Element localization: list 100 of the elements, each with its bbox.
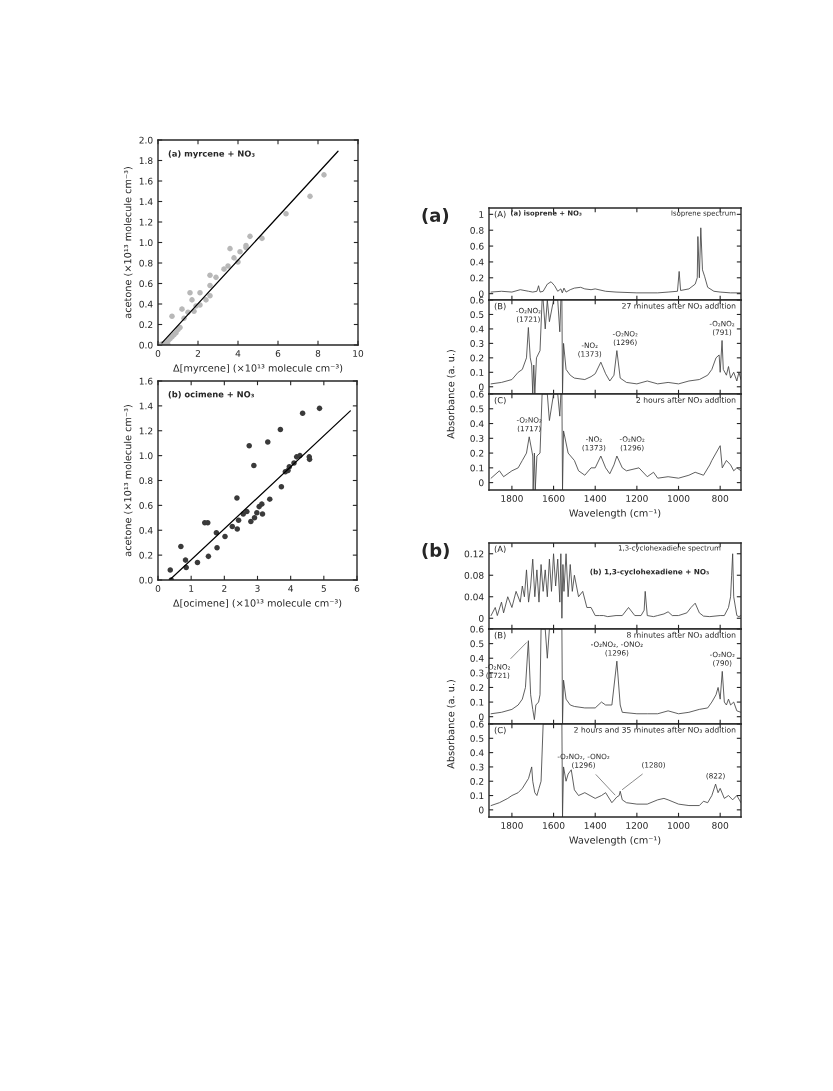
- y-tick-label: 0.5: [470, 735, 484, 742]
- y-axis-title: Absorbance (a. u.): [446, 680, 456, 769]
- y-tick-label: 0: [478, 614, 484, 622]
- y-tick-label: 0.0: [139, 576, 153, 584]
- y-tick-label: 0.2: [470, 449, 484, 457]
- x-tick-label: 1400: [584, 495, 607, 502]
- x-tick-label: 800: [712, 495, 729, 502]
- y-tick-label: 0.3: [470, 435, 484, 442]
- x-axis-title: Δ[myrcene] (×10¹³ molecule cm⁻³): [173, 364, 343, 374]
- x-tick-label: 6: [354, 585, 360, 592]
- text: (a) myrcene + NO₃: [168, 150, 255, 159]
- text: (a): [422, 208, 449, 225]
- x-tick-label: 0: [155, 350, 161, 357]
- y-tick-label: 1.0: [139, 239, 153, 247]
- x-axis-title: Δ[ocimene] (×10¹³ molecule cm⁻³): [173, 599, 342, 608]
- y-tick-label: 0: [478, 713, 484, 721]
- y-tick-label: 1.4: [139, 402, 153, 410]
- annotation: (A): [494, 545, 506, 554]
- y-tick-label: 1.2: [139, 218, 153, 226]
- x-tick-label: 1000: [668, 822, 690, 829]
- y-tick-label: 0: [478, 290, 484, 298]
- x-axis-title: Wavelength (cm⁻¹): [569, 509, 661, 519]
- y-axis-title: Absorbance (a. u.): [446, 350, 456, 439]
- y-tick-label: 0.4: [470, 325, 484, 333]
- y-axis-title: acetone (×10¹³ molecule cm⁻³): [123, 167, 133, 319]
- y-tick-label: 1: [479, 211, 484, 218]
- y-tick-label: 0.5: [470, 311, 484, 319]
- text: (b) ocimene + NO₃: [168, 390, 254, 399]
- annotation: (B): [494, 302, 506, 311]
- y-tick-label: 0.4: [139, 300, 153, 308]
- x-tick-label: 1200: [626, 495, 648, 502]
- y-tick-label: 0.6: [470, 720, 484, 728]
- y-axis-title: acetone (×10¹³ molecule cm⁻³): [123, 405, 133, 557]
- x-tick-label: 6: [275, 350, 281, 357]
- y-tick-label: 0.8: [139, 477, 153, 485]
- x-tick-label: 2: [195, 350, 200, 357]
- y-tick-label: 0.4: [470, 258, 484, 266]
- x-tick-label: 1400: [584, 822, 607, 829]
- x-tick-label: 4: [288, 585, 294, 592]
- x-tick-label: 1200: [626, 822, 648, 829]
- x-tick-label: 3: [255, 585, 260, 592]
- y-tick-label: 0.12: [464, 550, 484, 558]
- x-tick-label: 0: [155, 585, 161, 592]
- y-tick-label: 0.4: [470, 749, 484, 757]
- y-tick-label: 0.2: [470, 354, 484, 362]
- y-tick-label: 0: [478, 479, 484, 487]
- y-tick-label: 0.3: [470, 763, 484, 771]
- y-tick-label: 0.1: [470, 792, 484, 800]
- y-tick-label: 1.6: [139, 377, 153, 385]
- y-tick-label: 0.6: [470, 390, 484, 398]
- y-tick-label: 0.0: [139, 341, 153, 349]
- y-tick-label: 0.5: [470, 405, 484, 413]
- y-tick-label: 0.6: [470, 242, 484, 250]
- x-tick-label: 1800: [501, 822, 523, 829]
- annotation: (B): [494, 631, 506, 640]
- x-tick-label: 1600: [543, 822, 565, 829]
- x-tick-label: 5: [321, 585, 326, 592]
- y-tick-label: 0.8: [470, 226, 484, 234]
- y-tick-label: 0.4: [470, 654, 484, 662]
- y-tick-label: 2.0: [139, 136, 153, 144]
- annotation: (C): [494, 726, 506, 735]
- y-tick-label: 0.3: [470, 669, 484, 677]
- x-tick-label: 2: [222, 585, 227, 592]
- y-tick-label: 0.4: [139, 526, 153, 534]
- y-tick-label: 0.04: [464, 593, 484, 601]
- y-tick-label: 0.6: [139, 280, 153, 288]
- y-tick-label: 0.08: [464, 571, 484, 579]
- x-tick-label: 1000: [668, 495, 690, 502]
- x-axis-title: Wavelength (cm⁻¹): [569, 836, 661, 846]
- y-tick-label: 0.4: [470, 420, 484, 428]
- y-tick-label: 0.5: [470, 640, 484, 648]
- y-tick-label: 0.2: [470, 274, 484, 282]
- y-tick-label: 1.0: [139, 452, 153, 460]
- x-tick-label: 8: [315, 350, 321, 357]
- x-tick-label: 1: [189, 585, 194, 592]
- y-tick-label: 0.6: [470, 296, 484, 304]
- y-tick-label: 1.6: [139, 177, 153, 185]
- annotation: (C): [494, 396, 506, 405]
- text: (b): [422, 543, 449, 560]
- y-tick-label: 0.6: [470, 625, 484, 633]
- y-tick-label: 0.2: [139, 321, 153, 329]
- y-tick-label: 0: [478, 383, 484, 391]
- y-tick-label: 1.2: [139, 427, 153, 435]
- y-tick-label: 0.1: [470, 698, 484, 706]
- y-tick-label: 0.3: [470, 340, 484, 347]
- y-tick-label: 0: [478, 806, 484, 814]
- y-tick-label: 0.2: [470, 777, 484, 785]
- y-tick-label: 0.1: [470, 369, 484, 376]
- y-tick-label: 0.6: [139, 502, 153, 509]
- x-tick-label: 1600: [543, 495, 565, 502]
- annotation: (A): [494, 210, 506, 219]
- y-tick-label: 0.2: [470, 684, 484, 692]
- x-tick-label: 1800: [501, 495, 523, 502]
- x-tick-label: 10: [353, 350, 364, 357]
- x-tick-label: 800: [712, 822, 729, 829]
- x-tick-label: 4: [235, 350, 241, 357]
- y-tick-label: 0.8: [139, 259, 153, 267]
- y-tick-label: 1.4: [139, 198, 153, 205]
- y-tick-label: 1.8: [139, 157, 153, 165]
- y-tick-label: 0.2: [139, 551, 153, 559]
